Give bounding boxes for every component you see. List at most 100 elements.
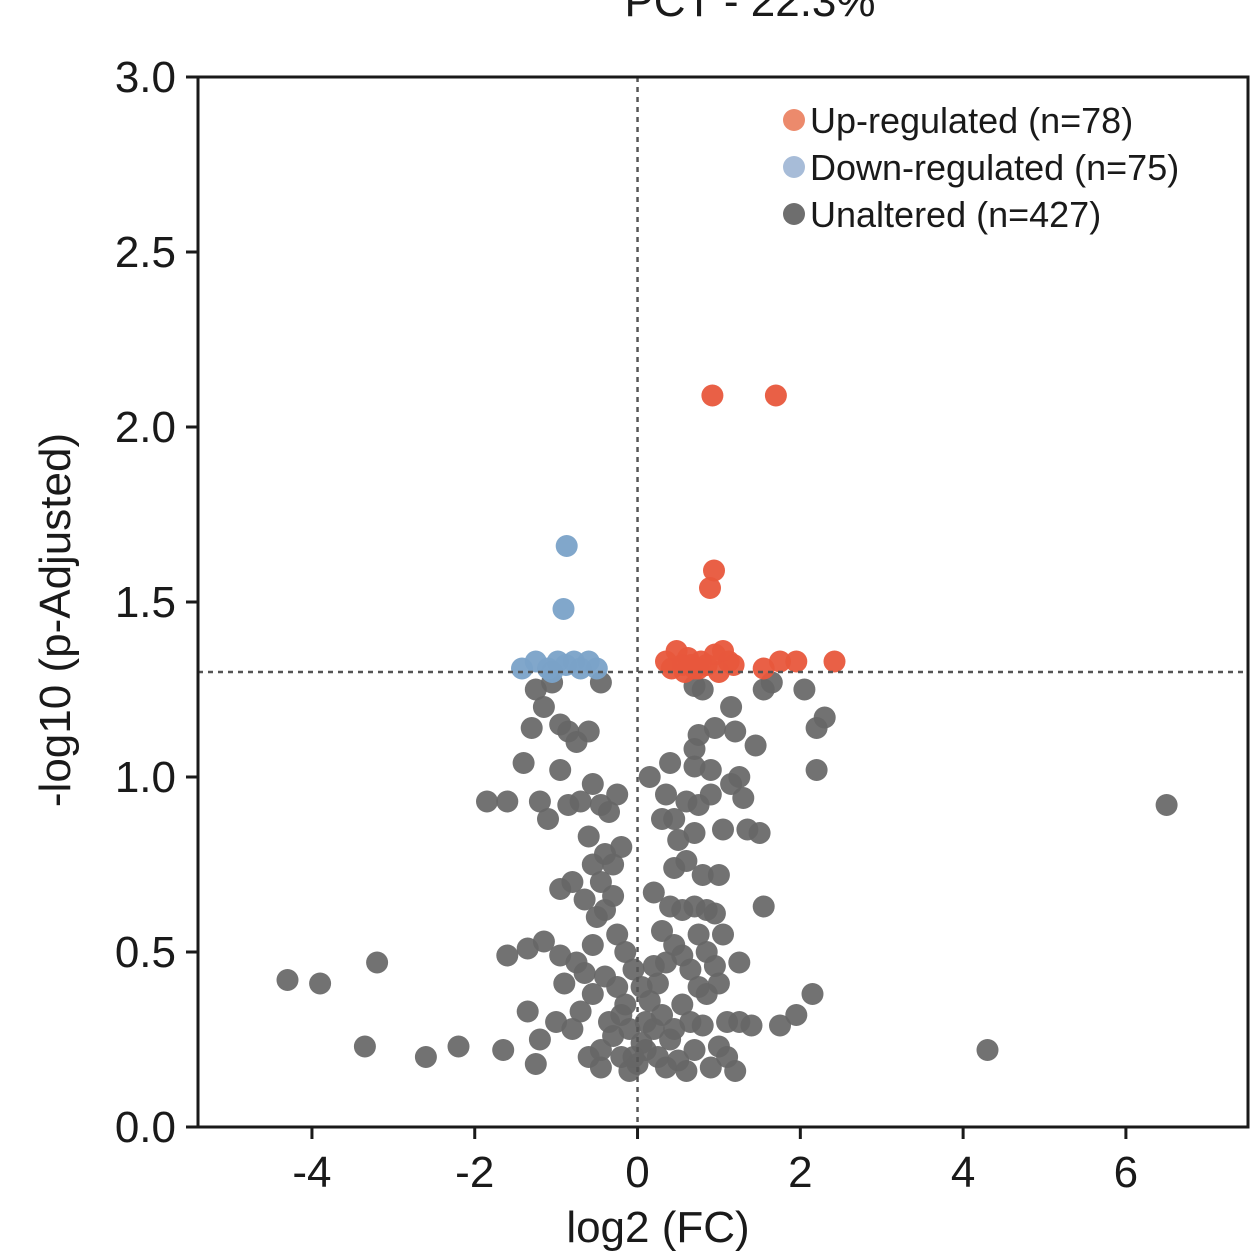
unaltered-point <box>492 1039 515 1061</box>
unaltered-point <box>638 766 661 788</box>
unaltered-point <box>659 752 682 774</box>
up-legend-marker <box>783 109 805 131</box>
unaltered-point <box>655 783 677 806</box>
unaltered-point <box>581 983 604 1005</box>
unaltered-point <box>512 752 535 774</box>
unaltered-point <box>663 808 686 830</box>
unaltered-point <box>569 1000 592 1023</box>
unaltered-point <box>622 1046 645 1068</box>
unaltered-point <box>691 864 714 886</box>
unaltered-point <box>614 941 637 963</box>
points-layer <box>276 384 1178 1082</box>
unaltered-point <box>532 930 555 953</box>
unaltered-point <box>476 790 498 813</box>
unaltered-point <box>805 759 828 781</box>
unaltered-point <box>642 955 665 977</box>
y-tick-label: 3.0 <box>115 53 176 102</box>
up-legend-label: Up-regulated (n=78) <box>810 100 1133 141</box>
unaltered-point <box>496 790 519 813</box>
x-axis-label: log2 (FC) <box>566 1203 749 1252</box>
unaltered-point <box>598 801 620 823</box>
unaltered-point <box>976 1039 999 1061</box>
unaltered-point <box>606 923 629 946</box>
unaltered-point <box>793 678 816 701</box>
unaltered-legend-marker <box>783 203 805 225</box>
y-axis-label: -log10 (p-Adjusted) <box>31 433 80 807</box>
unaltered-point <box>655 1056 677 1079</box>
up-point <box>764 384 787 407</box>
unaltered-point <box>532 696 555 718</box>
unaltered-point <box>703 955 726 977</box>
up-point <box>722 654 745 676</box>
unaltered-point <box>630 976 653 998</box>
unaltered-point <box>276 969 299 991</box>
unaltered-point <box>748 822 771 844</box>
y-tick-label: 0.5 <box>115 928 176 977</box>
x-tick-label: 0 <box>625 1148 649 1197</box>
unaltered-point <box>309 972 332 995</box>
unaltered-point <box>744 734 767 757</box>
unaltered-point <box>561 1018 584 1040</box>
unaltered-legend-label: Unaltered (n=427) <box>810 194 1101 235</box>
x-axis: -4 -2 0 2 4 6 <box>292 1127 1138 1197</box>
x-tick-label: 6 <box>1114 1148 1138 1197</box>
unaltered-point <box>651 920 673 942</box>
up-point <box>769 650 791 673</box>
y-axis: 0.0 0.5 1.0 1.5 2.0 2.5 3.0 <box>115 53 198 1152</box>
unaltered-point <box>602 853 625 876</box>
y-tick-label: 1.0 <box>115 753 176 802</box>
chart-title: PCT - 22.3% <box>624 0 875 26</box>
unaltered-point <box>724 1060 747 1082</box>
unaltered-point <box>524 1053 547 1075</box>
unaltered-point <box>581 934 604 956</box>
up-point <box>680 654 703 676</box>
unaltered-point <box>598 1011 620 1033</box>
unaltered-point <box>699 759 722 781</box>
unaltered-point <box>622 958 645 981</box>
down-point <box>552 598 575 620</box>
unaltered-point <box>520 717 543 739</box>
unaltered-point <box>447 1035 470 1058</box>
unaltered-point <box>610 836 633 858</box>
unaltered-point <box>528 790 551 813</box>
unaltered-point <box>353 1035 376 1058</box>
unaltered-point <box>663 857 686 879</box>
unaltered-point <box>683 822 706 844</box>
up-point <box>701 384 724 407</box>
up-point <box>699 577 721 599</box>
unaltered-point <box>712 818 734 841</box>
unaltered-point <box>703 902 726 925</box>
up-point <box>785 650 808 673</box>
down-point <box>585 657 608 680</box>
down-point <box>555 535 578 557</box>
down-legend-label: Down-regulated (n=75) <box>810 147 1179 188</box>
legend: Up-regulated (n=78) Down-regulated (n=75)… <box>783 100 1179 235</box>
unaltered-point <box>577 825 600 848</box>
unaltered-point <box>675 1060 698 1082</box>
x-tick-label: -2 <box>455 1148 494 1197</box>
x-tick-label: 2 <box>788 1148 812 1197</box>
unaltered-point <box>699 783 722 806</box>
unaltered-point <box>581 853 604 876</box>
unaltered-point <box>740 1014 763 1037</box>
unaltered-point <box>366 951 389 974</box>
x-tick-label: -4 <box>292 1148 331 1197</box>
unaltered-point <box>634 1011 657 1033</box>
unaltered-point <box>561 871 584 893</box>
unaltered-point <box>589 1056 612 1079</box>
up-point <box>703 559 725 582</box>
unaltered-point <box>671 993 694 1016</box>
unaltered-point <box>769 1014 791 1037</box>
unaltered-point <box>712 923 734 946</box>
unaltered-point <box>589 871 612 893</box>
unaltered-point <box>679 958 702 981</box>
unaltered-point <box>720 773 743 795</box>
unaltered-point <box>573 888 596 911</box>
unaltered-point <box>569 790 592 813</box>
unaltered-point <box>687 923 710 946</box>
unaltered-point <box>679 1011 702 1033</box>
unaltered-point <box>699 1056 722 1079</box>
unaltered-point <box>549 759 572 781</box>
x-tick-label: 4 <box>951 1148 975 1197</box>
